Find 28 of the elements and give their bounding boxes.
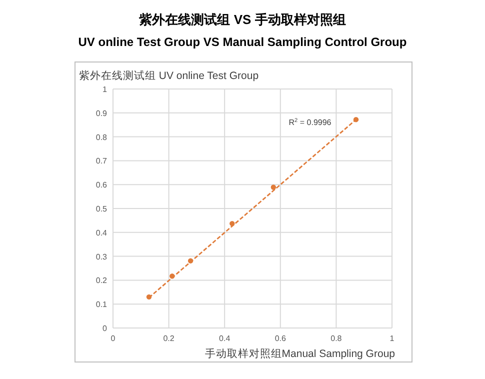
point [270,184,276,190]
x-tick-label: 1 [390,334,395,343]
y-tick-label: 0.7 [96,156,108,166]
y-tick-label: 0.4 [96,228,108,238]
chart-title: 紫外在线测试组 VS 手动取样对照组 [138,12,346,27]
point [188,258,194,264]
y-tick-label: 0.2 [96,276,108,286]
x-tick-label: 0.2 [163,334,175,343]
y-tick-label: 0 [102,324,108,333]
point [170,274,175,279]
point [353,116,359,122]
y-tick-label: 0.9 [96,108,108,118]
y-tick-label: 0.8 [96,132,108,142]
y-tick-label: 0.1 [96,300,108,310]
y-tick-label: 0.6 [96,180,108,190]
x-tick-label: 0.6 [274,334,287,343]
x-axis-title: 手动取样对照组Manual Sampling Group [204,347,396,360]
annotation: R$^{2}$ = 0.9996 [288,118,332,127]
y-tick-label: 0.5 [96,204,108,214]
x-tick-label: 0.4 [219,334,231,343]
point [230,220,235,226]
y-tick-label: 0.3 [96,252,108,262]
chart-subtitle: UV online Test Group VS Manual Sampling Control Group [78,35,407,49]
y-axis-title: 紫外在线测试组 UV online Test Group [79,69,259,82]
x-tick-label: 0 [110,334,116,343]
y-tick-label: 1 [102,85,108,94]
x-tick-label: 0.8 [330,334,342,343]
point [146,294,152,300]
